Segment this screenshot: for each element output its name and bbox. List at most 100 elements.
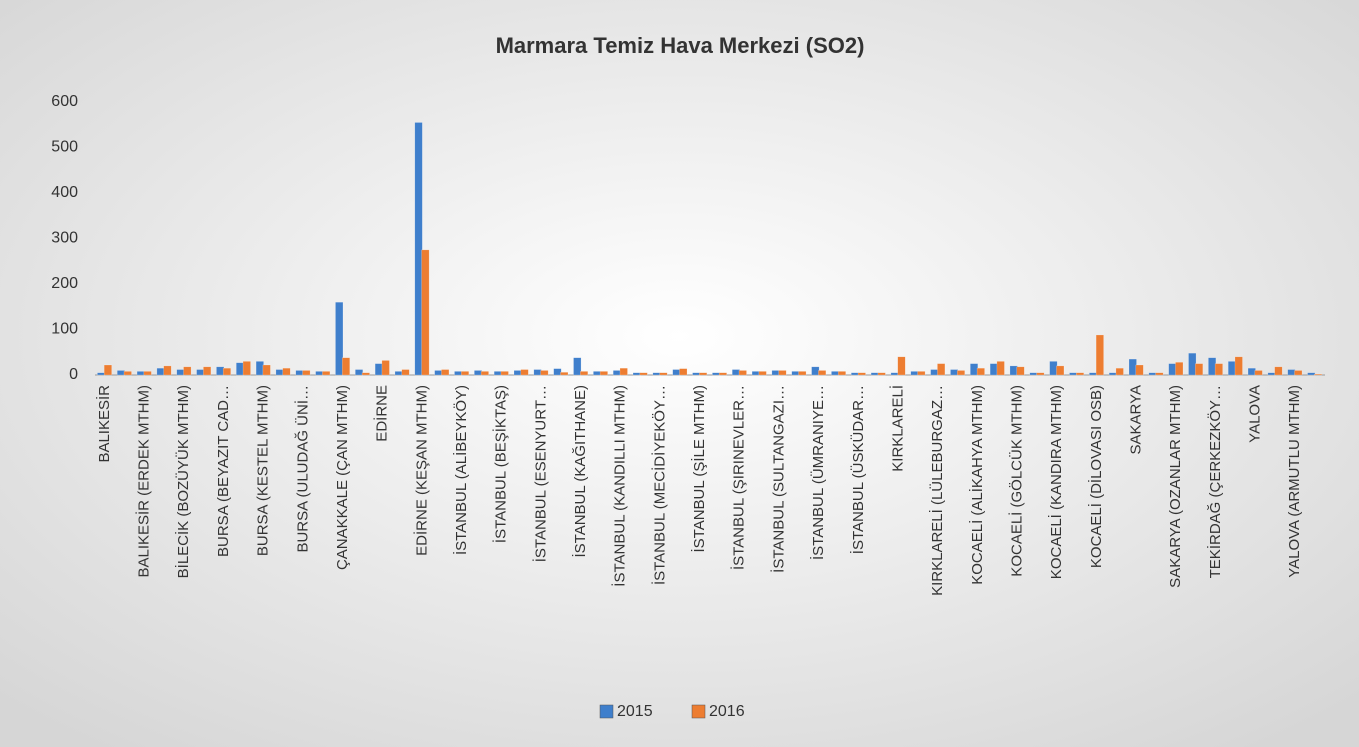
bar	[143, 371, 152, 376]
bar	[751, 371, 760, 376]
x-tick-label: İSTANBUL (ÜMRANIYE…	[809, 385, 827, 560]
x-tick-label: İSTANBUL (ŞIRINEVLER…	[730, 385, 748, 570]
bar	[950, 369, 959, 376]
x-tick-label: İSTANBUL (ÜSKÜDAR…	[849, 385, 867, 554]
bar	[639, 372, 648, 376]
bar	[619, 367, 628, 376]
bar	[203, 366, 212, 376]
bar	[758, 371, 767, 376]
bar	[156, 367, 165, 376]
bar	[837, 371, 846, 376]
bar	[1307, 372, 1316, 376]
bar	[441, 369, 450, 376]
bar	[1076, 372, 1085, 376]
bar	[414, 122, 423, 376]
bar	[533, 369, 542, 376]
bar	[1148, 372, 1157, 376]
x-tick-label: BALIKESİR	[95, 385, 113, 463]
x-tick-label: İSTANBUL (KANDILLI MTHM)	[611, 385, 629, 587]
bar	[897, 356, 906, 376]
x-tick-label: İSTANBUL (SULTANGAZI…	[769, 385, 787, 573]
bar	[612, 370, 621, 376]
bar	[798, 371, 807, 376]
bar	[580, 371, 589, 376]
bar	[956, 370, 966, 376]
bar	[275, 369, 284, 376]
bar	[381, 360, 390, 376]
x-tick-label: KIRKLARELİ (LÜLEBURGAZ…	[928, 385, 946, 596]
bar	[374, 363, 383, 376]
bar	[1247, 367, 1256, 376]
bar	[731, 369, 741, 376]
bar	[394, 371, 403, 376]
x-tick-label: İSTANBUL (ŞİLE MTHM)	[690, 385, 708, 553]
bar	[1195, 363, 1204, 376]
bar	[513, 370, 522, 376]
x-tick-label: KOCAELİ (DİLOVASI OSB)	[1087, 385, 1105, 568]
x-tick-label: SAKARYA	[1128, 385, 1145, 454]
x-tick-label: EDİRNE	[373, 385, 391, 442]
y-tick-label: 400	[51, 184, 78, 201]
bar	[480, 371, 489, 376]
bar	[361, 372, 370, 376]
bar	[1188, 352, 1197, 376]
bar	[176, 369, 185, 376]
bar	[1267, 372, 1276, 376]
bar	[255, 361, 264, 376]
bar	[996, 361, 1005, 376]
legend-label: 2015	[617, 703, 653, 720]
x-tick-label: BALIKESİR (ERDEK MTHM)	[135, 385, 153, 578]
bar	[1168, 363, 1177, 376]
bar	[818, 370, 827, 376]
bar	[1287, 369, 1296, 376]
chart-title: Marmara Temiz Hava Merkezi (SO2)	[496, 33, 865, 58]
x-tick-label: SAKARYA (OZANLAR MTHM)	[1167, 385, 1184, 588]
x-tick-label: İSTANBUL (ALİBEYKÖY)	[452, 385, 470, 555]
bar	[573, 357, 582, 376]
bar	[1089, 372, 1098, 376]
bar	[136, 371, 145, 376]
bar	[196, 369, 205, 376]
x-tick-label: KOCAELİ (GÖLCÜK MTHM)	[1007, 385, 1025, 577]
bar	[500, 371, 509, 376]
bar	[553, 368, 562, 376]
bar	[1234, 356, 1243, 376]
bar	[123, 371, 132, 376]
bar	[1049, 361, 1058, 376]
bar	[738, 370, 747, 376]
bar	[236, 362, 245, 376]
bar	[1155, 372, 1164, 376]
y-tick-label: 0	[69, 366, 78, 383]
x-tick-label: YALOVA (ARMUTLU MTHM)	[1286, 385, 1303, 578]
y-tick-label: 100	[51, 321, 78, 338]
y-tick-label: 200	[51, 275, 78, 292]
bar	[659, 372, 668, 376]
bar	[857, 372, 866, 376]
bar	[599, 371, 608, 376]
bar	[890, 372, 899, 376]
bar	[1009, 365, 1018, 376]
x-tick-label: İSTANBUL (KAĞITHANE)	[571, 385, 589, 558]
bar	[560, 372, 569, 376]
x-tick-label: BURSA (BEYAZIT CAD…	[215, 385, 232, 557]
bar	[116, 370, 126, 376]
x-tick-label: İSTANBUL (BEŞİKTAŞ)	[492, 385, 510, 543]
bar	[593, 371, 602, 376]
bar	[183, 366, 192, 376]
x-tick-label: TEKİRDAĞ (ÇERKEZKÖY…	[1206, 385, 1224, 578]
bar	[870, 372, 879, 376]
y-tick-label: 300	[51, 230, 78, 247]
bar	[652, 372, 661, 376]
bar	[540, 370, 549, 376]
bar	[1056, 365, 1065, 376]
bar	[632, 372, 641, 376]
bar	[1135, 364, 1144, 376]
legend-swatch	[599, 704, 614, 719]
bar	[851, 372, 860, 376]
bar	[877, 372, 886, 376]
bar	[718, 372, 727, 376]
bar	[461, 371, 470, 376]
bar	[692, 372, 701, 376]
bar	[1208, 357, 1217, 376]
